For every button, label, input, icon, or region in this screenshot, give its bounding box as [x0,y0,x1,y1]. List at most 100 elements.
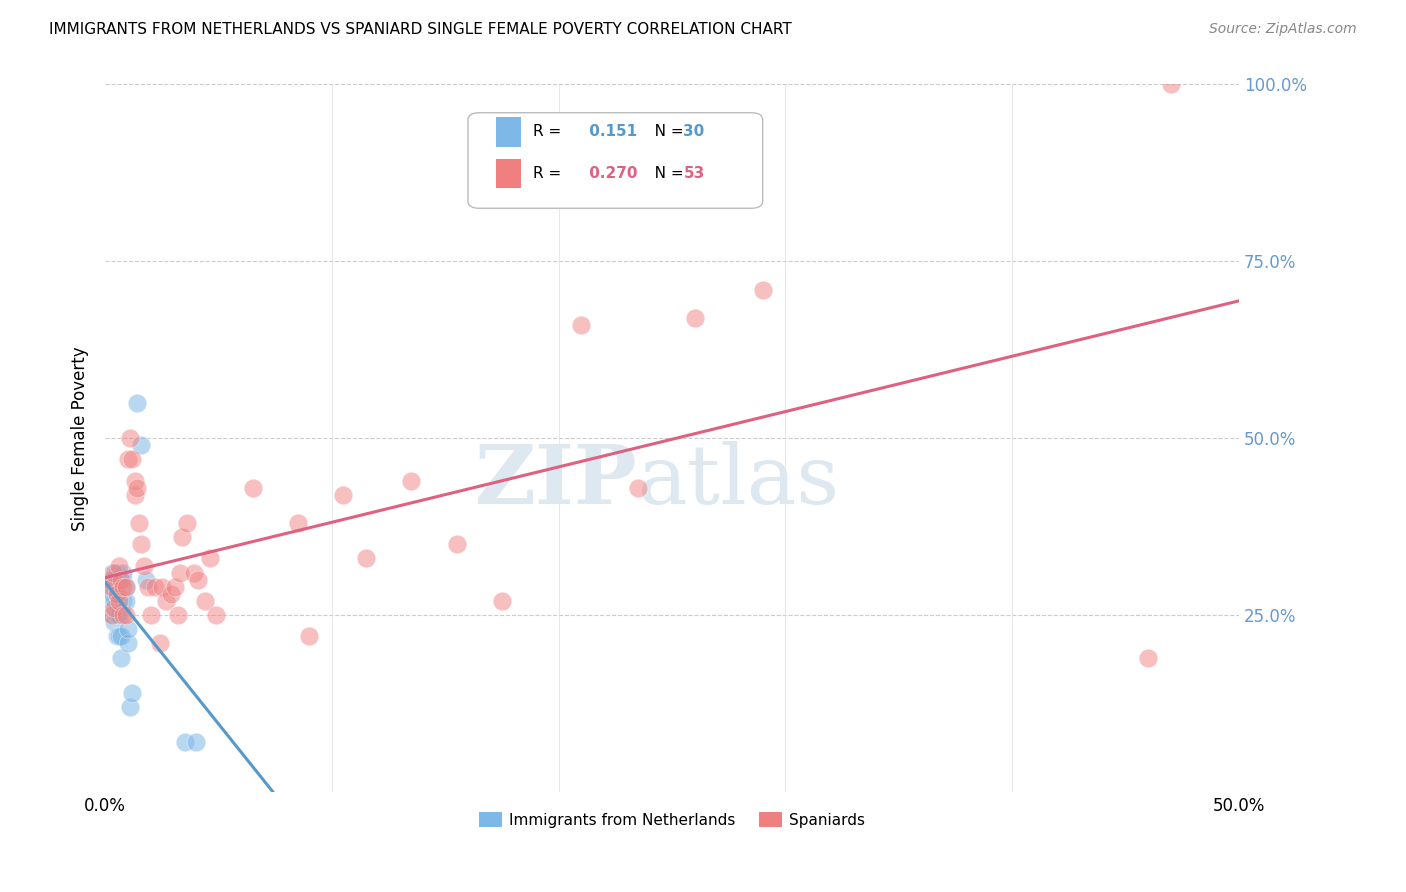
Point [117,452,139,467]
Text: 53: 53 [683,166,704,181]
Text: R =: R = [533,124,565,139]
Point [205,608,228,623]
Point [128,516,150,530]
Bar [496,117,522,146]
Point [184,735,207,749]
Point [149,636,172,650]
Point [101,587,124,601]
Point [120,431,142,445]
Point [120,700,142,714]
Point [627,481,650,495]
Point [112,566,135,580]
Point [101,608,124,623]
Point [1160,78,1182,92]
Point [124,474,146,488]
Y-axis label: Single Female Poverty: Single Female Poverty [72,346,89,531]
Point [105,587,128,601]
Point [112,580,135,594]
Text: N =: N = [640,166,689,181]
Text: atlas: atlas [638,441,841,521]
Point [114,580,136,594]
Point [103,573,125,587]
Point [108,558,131,573]
Point [242,481,264,495]
Point [131,537,153,551]
Point [117,622,139,636]
Point [683,310,706,325]
Point [98,594,121,608]
Point [103,601,125,615]
Point [298,629,321,643]
Point [173,735,195,749]
Point [112,573,135,587]
Point [751,283,773,297]
Point [108,608,131,623]
Point [1137,650,1160,665]
Point [98,573,121,587]
Bar [496,159,522,188]
Text: IMMIGRANTS FROM NETHERLANDS VS SPANIARD SINGLE FEMALE POVERTY CORRELATION CHART: IMMIGRANTS FROM NETHERLANDS VS SPANIARD … [49,22,792,37]
Point [105,629,128,643]
Point [108,594,131,608]
Text: R =: R = [533,166,565,181]
Point [150,580,173,594]
Text: 30: 30 [683,124,704,139]
Point [105,566,128,580]
Point [165,580,187,594]
Point [491,594,513,608]
Point [125,481,148,495]
Point [169,566,191,580]
Point [198,551,221,566]
Point [569,318,592,332]
Point [446,537,468,551]
Point [117,636,139,650]
Point [287,516,309,530]
Point [124,488,146,502]
Point [121,452,143,467]
Point [401,474,423,488]
Text: 0.151: 0.151 [583,124,637,139]
Point [176,516,198,530]
Point [155,594,177,608]
Point [136,580,159,594]
Point [98,580,121,594]
Point [101,608,124,623]
Point [114,594,136,608]
Point [101,580,124,594]
Point [354,551,377,566]
Point [114,580,136,594]
Legend: Immigrants from Netherlands, Spaniards: Immigrants from Netherlands, Spaniards [472,805,872,834]
Point [135,573,157,587]
Text: Source: ZipAtlas.com: Source: ZipAtlas.com [1209,22,1357,37]
Point [114,608,136,623]
Text: ZIP: ZIP [475,441,638,521]
Point [132,558,155,573]
Point [166,608,188,623]
Point [131,438,153,452]
Text: 0.270: 0.270 [583,166,637,181]
Point [139,608,162,623]
Point [160,587,183,601]
Point [108,629,131,643]
Point [105,587,128,601]
Point [172,530,194,544]
Point [121,686,143,700]
Point [125,396,148,410]
Point [110,573,132,587]
Point [105,608,128,623]
Point [332,488,354,502]
Text: N =: N = [640,124,689,139]
Point [101,566,124,580]
Point [103,615,125,629]
Point [103,594,125,608]
Point [183,566,205,580]
Point [112,594,135,608]
Point [187,573,209,587]
Point [112,608,135,623]
Point [110,629,132,643]
FancyBboxPatch shape [468,112,762,208]
Point [194,594,217,608]
Point [110,650,132,665]
Point [103,566,125,580]
Point [143,580,166,594]
